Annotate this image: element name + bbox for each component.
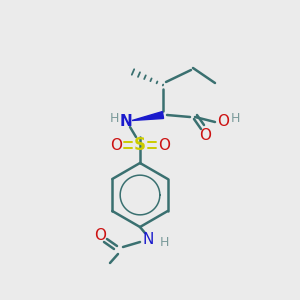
Text: N: N bbox=[142, 232, 154, 247]
Polygon shape bbox=[132, 112, 164, 121]
Text: O: O bbox=[158, 137, 170, 152]
Text: N: N bbox=[120, 115, 132, 130]
Text: H: H bbox=[109, 112, 119, 125]
Text: O: O bbox=[217, 115, 229, 130]
Text: H: H bbox=[230, 112, 240, 124]
Text: H: H bbox=[159, 236, 169, 250]
Text: O: O bbox=[94, 227, 106, 242]
Text: O: O bbox=[110, 137, 122, 152]
Text: O: O bbox=[199, 128, 211, 142]
Text: S: S bbox=[134, 136, 146, 154]
